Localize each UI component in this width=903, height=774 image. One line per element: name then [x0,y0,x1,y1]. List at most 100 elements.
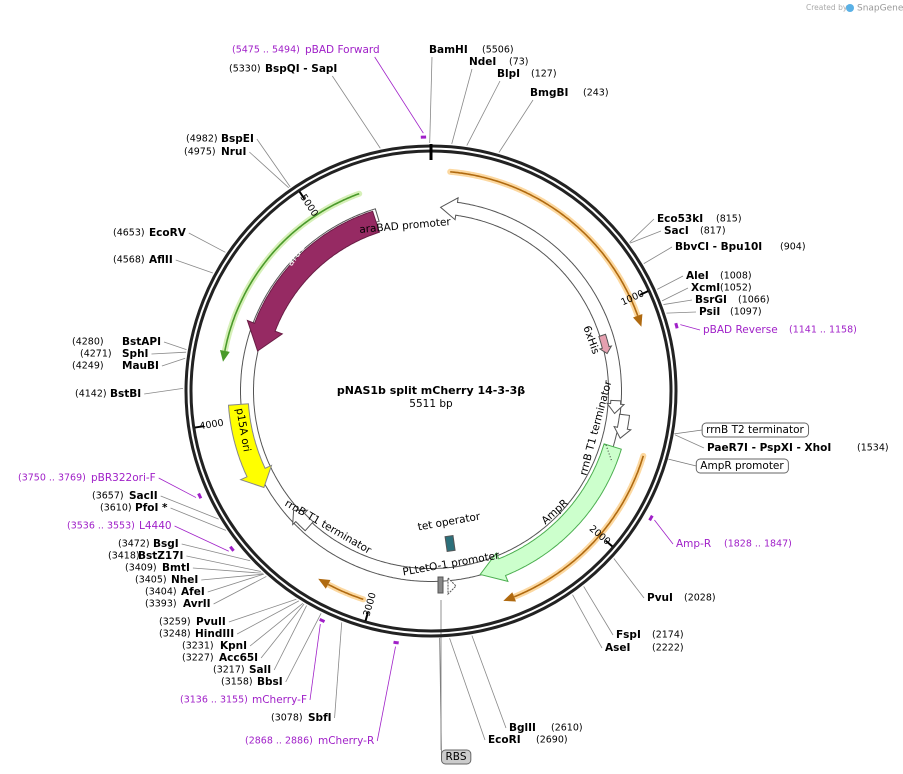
site-position: (4280) [72,337,104,348]
site-name: AfeI [181,586,205,598]
primer-name: mCherry-R [318,735,374,747]
primer-position: (3750 .. 3769) [18,473,86,484]
ruler-tick [298,190,306,200]
site-name: KpnI [220,640,247,652]
primer-mark [393,640,399,645]
plasmid-name: pNAS1b split mCherry 14-3-3β [337,384,525,397]
terminator-r1 [613,413,632,439]
site-position: (1534) [857,443,889,454]
primer-name: Amp-R [676,538,711,550]
site-name: SacII [129,490,158,502]
site-leader [249,603,304,647]
terminator-l [292,509,314,532]
primer-position: (1141 .. 1158) [789,325,857,336]
site-name: BmtI [162,562,190,574]
site-name: BspEI [221,133,254,145]
site-leader [471,635,507,729]
site-position: (3078) [271,713,303,724]
ampr [479,443,622,583]
connectors [144,56,705,758]
site-name: NruI [221,146,246,158]
site-leader [613,558,645,599]
site-leader [228,598,297,623]
site-name: NdeI [469,56,496,68]
ruler-label: 4000 [199,418,225,433]
site-leader [201,573,264,581]
site-leader [170,507,227,531]
primer-mark [319,617,326,623]
site-leader [451,68,473,144]
site-position: (4653) [113,228,145,239]
site-name: BsrGI [695,294,727,306]
p15a-ori [227,403,273,489]
primer-leader [309,624,321,701]
site-position: (4249) [72,361,104,372]
site-position: (4271) [80,349,112,360]
pltet-promoter [437,576,444,594]
primer-position: (2868 .. 2886) [245,736,313,747]
site-leader [429,56,433,144]
site-position: (1008) [720,271,752,282]
site-name: BstZ17I [138,550,183,562]
primer-mark [648,514,654,522]
site-name: AflII [149,254,173,266]
site-name: FspI [616,629,641,641]
site-position: (4982) [186,134,218,145]
site-position: (5330) [229,64,261,75]
ruler-tick [604,539,614,548]
site-position: (4568) [113,255,145,266]
site-position: (815) [716,214,742,225]
site-name: BamHI [429,44,468,56]
site-leader [285,613,322,683]
site-leader [181,543,251,562]
primer-position: (1828 .. 1847) [724,539,792,550]
site-position: (3227) [182,653,214,664]
primer-position: (5475 .. 5494) [232,45,300,56]
site-leader [186,555,261,572]
site-name: PvuII [196,616,226,628]
site-leader [249,151,290,189]
feature-box [441,749,472,765]
site-leader [666,311,697,314]
site-name: PaeR7I - PspXI - XhoI [707,442,831,454]
site-name: SbfI [308,712,332,724]
site-leader [273,605,307,671]
his-tag [598,333,613,355]
site-position: (1066) [738,295,770,306]
site-leader [674,434,705,449]
plasmid-length: 5511 bp [409,398,453,410]
primer-leader [374,56,424,134]
site-position: (3248) [159,629,191,640]
site-name: BbvCI - Bpu10I [675,241,762,253]
site-position: (3472) [118,539,150,550]
site-name: SacI [664,225,689,237]
site-leader [260,603,305,659]
green-orf-head [220,350,230,362]
pltet-arrow [447,576,457,596]
site-name: BmgBI [530,87,568,99]
site-leader [144,388,184,395]
site-name: BglII [509,722,536,734]
site-name: AseI [605,642,630,654]
orf-1-head [633,314,643,327]
site-position: (1052) [720,283,752,294]
feature-box-label: AmpR promoter [700,460,784,472]
site-position: (3259) [159,617,191,628]
site-name: PvuI [647,592,673,604]
site-position: (4975) [184,147,216,158]
primer-mark [229,545,235,552]
primer-leader [376,646,396,742]
site-leader [256,138,291,188]
site-position: (3231) [182,641,214,652]
ruler-label: 5000 [298,193,320,219]
site-leader [466,80,501,146]
arac [246,210,381,352]
primer-leader [158,477,197,498]
site-name: Eco53kI [657,213,703,225]
tet-operator [444,534,456,553]
site-leader [175,259,213,274]
site-leader [629,218,655,243]
site-name: BstAPI [122,336,161,348]
site-position: (2028) [684,593,716,604]
orf-2 [513,455,645,598]
